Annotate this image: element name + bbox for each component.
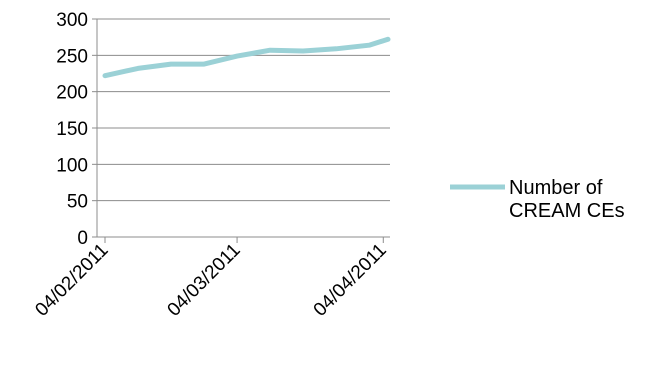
y-tick-label: 0 — [77, 228, 88, 249]
y-tick-label: 250 — [56, 46, 88, 67]
y-tick-label: 300 — [56, 10, 88, 31]
y-tick-label: 50 — [67, 192, 88, 213]
legend-label-line2: CREAM CEs — [509, 200, 625, 222]
x-tick-label: 04/02/2011 — [31, 240, 112, 321]
x-tick-label: 04/03/2011 — [164, 240, 245, 321]
y-tick-label: 150 — [56, 119, 88, 140]
y-axis: 0 50 100 150 200 250 300 — [56, 10, 98, 249]
series-line-cream-ces — [102, 36, 391, 79]
x-axis: 04/02/2011 04/03/2011 04/04/2011 — [31, 236, 391, 321]
legend: Number of CREAM CEs — [450, 177, 625, 222]
y-tick-label: 100 — [56, 155, 88, 176]
x-tick-label: 04/04/2011 — [310, 240, 391, 321]
series-layer — [102, 36, 391, 79]
legend-label-line1: Number of — [509, 177, 603, 199]
y-tick-label: 200 — [56, 83, 88, 104]
